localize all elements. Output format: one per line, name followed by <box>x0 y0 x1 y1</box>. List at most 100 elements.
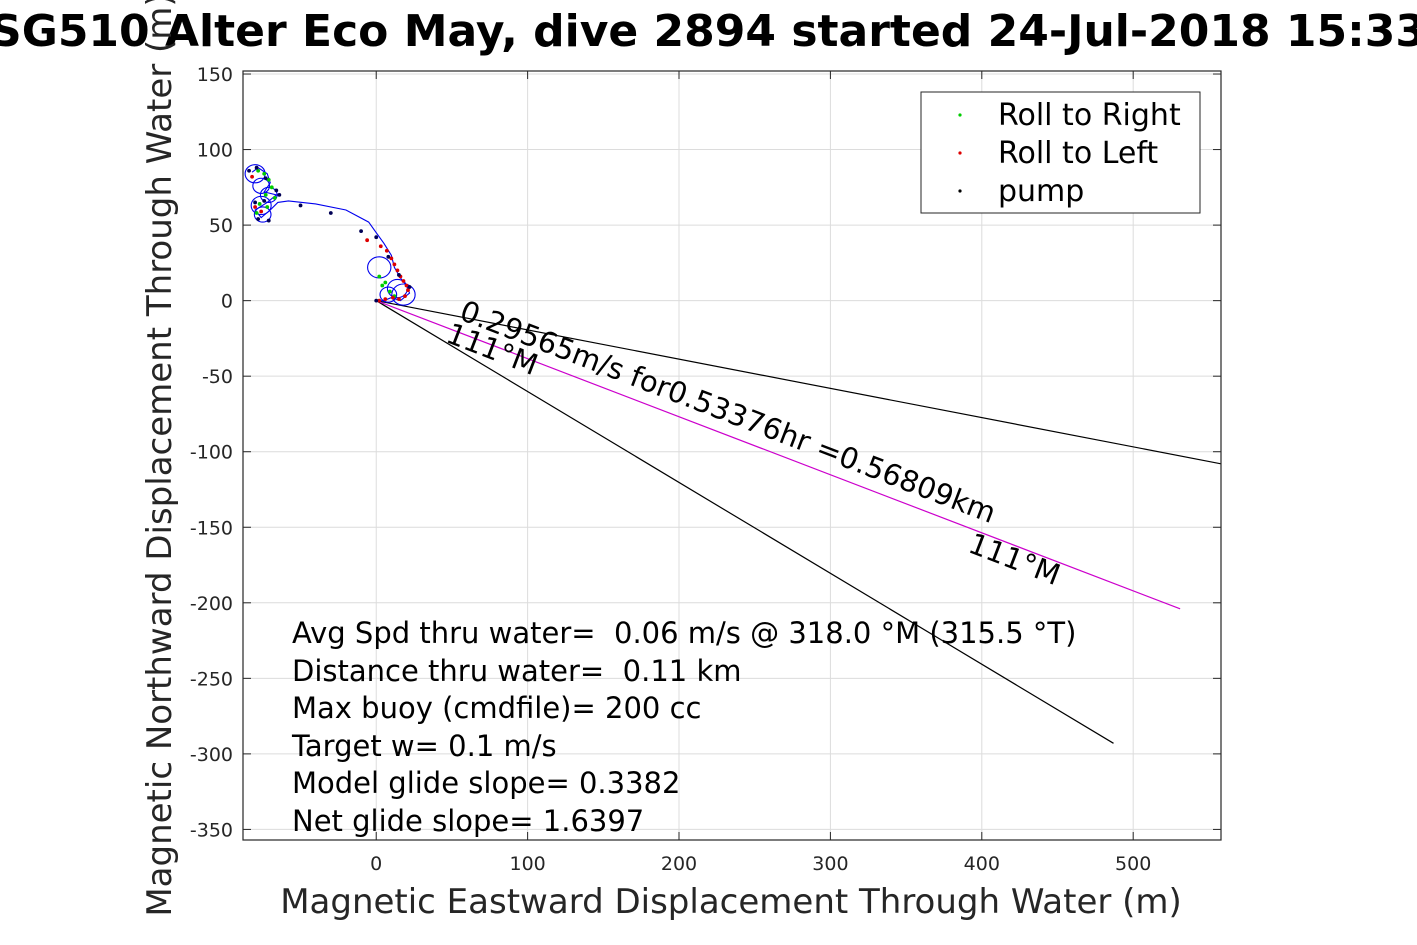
roll-right-point <box>266 177 271 182</box>
pump-point <box>256 217 261 221</box>
x-tick-label: 400 <box>964 853 1000 875</box>
tick-layer: 0 100 200 300 400 500150100500-50-100-150-200… <box>190 64 1221 875</box>
axes-box <box>242 70 1222 841</box>
stat-net-glide-slope: Net glide slope= 1.6397 <box>292 804 644 838</box>
line-annotation-2: 111°M <box>964 526 1065 592</box>
roll-left-point <box>395 268 400 273</box>
stat-model-glide-slope: Model glide slope= 0.3382 <box>292 766 680 800</box>
track-loop-7 <box>391 283 416 306</box>
pump-point <box>247 168 251 173</box>
heading-line-2 <box>376 300 1181 610</box>
plot-area <box>244 164 1221 744</box>
pump-point <box>374 298 379 303</box>
y-tick-label: 100 <box>197 140 233 162</box>
roll-left-point <box>377 298 382 303</box>
track-loop-4 <box>253 206 272 223</box>
pump-point <box>298 203 303 208</box>
roll-left-point <box>253 205 258 209</box>
roll-left-point <box>404 283 409 288</box>
roll-right-point <box>269 185 274 190</box>
y-tick-label: -300 <box>190 744 233 766</box>
roll-right-point <box>263 192 268 197</box>
legend-box <box>920 91 1201 214</box>
x-tick-label: 500 <box>1115 853 1151 875</box>
pump-point <box>386 254 391 259</box>
x-tick-label: 0 <box>370 853 382 875</box>
heading-line-0 <box>376 300 1221 465</box>
line-annotation-0: 0.29565m/s for0.53376hr =0.56809km <box>455 294 1000 530</box>
roll-right-point <box>377 274 382 279</box>
track-loop-3 <box>250 195 272 216</box>
roll-left-point <box>383 297 388 302</box>
pump-point <box>262 199 267 203</box>
y-tick-label: 150 <box>197 64 233 86</box>
roll-left-point <box>392 262 397 267</box>
pump-point <box>253 200 258 205</box>
annotation-layer: 0.29565m/s for0.53376hr =0.56809km111°M1… <box>442 294 1065 592</box>
pump-point <box>397 273 401 277</box>
roll-left-point <box>389 256 394 261</box>
roll-left-point <box>378 244 383 249</box>
roll-left-point <box>384 248 389 253</box>
y-axis-label: Magnetic Northward Displacement Through … <box>140 0 180 917</box>
legend: Roll to Right Roll to Left pump <box>920 91 1201 214</box>
roll-right-point <box>257 202 262 206</box>
roll-right-point <box>380 283 385 288</box>
pump-point <box>277 192 282 197</box>
legend-marker-roll-left <box>958 151 962 155</box>
x-tick-label: 300 <box>812 853 848 875</box>
pump-point <box>328 211 333 215</box>
y-tick-label: 0 <box>221 291 233 313</box>
roll-right-point <box>265 205 270 209</box>
pump-point <box>374 235 379 240</box>
roll-right-point <box>256 168 261 173</box>
pump-point <box>263 176 268 181</box>
legend-marker-pump <box>958 189 962 193</box>
legend-label-roll-right: Roll to Right <box>998 98 1181 133</box>
glider-track <box>251 167 411 302</box>
y-tick-label: 50 <box>209 215 233 237</box>
pump-point <box>407 285 412 289</box>
roll-right-point <box>383 280 388 285</box>
x-axis-label: Magnetic Eastward Displacement Through W… <box>280 882 1182 922</box>
stat-max-buoy: Max buoy (cmdfile)= 200 cc <box>292 691 701 725</box>
y-tick-label: -100 <box>190 442 233 464</box>
legend-marker-roll-right <box>958 113 962 117</box>
y-tick-label: -200 <box>190 593 233 615</box>
roll-left-point <box>390 295 395 300</box>
roll-right-point <box>272 196 277 200</box>
legend-label-pump: pump <box>998 174 1084 209</box>
roll-right-point <box>262 171 267 176</box>
x-tick-label: 100 <box>509 853 545 875</box>
stat-distance: Distance thru water= 0.11 km <box>292 654 742 688</box>
roll-right-point <box>387 289 392 294</box>
pump-point <box>359 229 363 234</box>
roll-left-point <box>406 288 410 292</box>
y-tick-label: -350 <box>190 819 233 841</box>
heading-line-1 <box>375 300 1114 744</box>
roll-left-point <box>365 238 370 243</box>
stat-avg-speed: Avg Spd thru water= 0.06 m/s @ 318.0 °M … <box>292 616 1076 650</box>
x-tick-label: 200 <box>661 853 697 875</box>
roll-left-point <box>250 174 254 179</box>
y-tick-label: -250 <box>190 668 233 690</box>
y-tick-label: -50 <box>202 366 233 388</box>
chart-title: SG510 Alter Eco May, dive 2894 started 2… <box>0 6 1417 57</box>
pump-point <box>266 218 271 223</box>
stats-block: Avg Spd thru water= 0.06 m/s @ 318.0 °M … <box>291 616 1076 838</box>
roll-left-point <box>259 209 264 214</box>
roll-right-point <box>254 211 259 215</box>
track-loop-2 <box>259 186 278 204</box>
roll-left-point <box>397 297 401 302</box>
plot-data-group <box>244 164 1221 744</box>
pump-point <box>274 188 279 193</box>
track-loop-1 <box>252 177 271 194</box>
pump-point <box>254 165 259 170</box>
legend-label-roll-left: Roll to Left <box>998 136 1158 171</box>
track-loop-8 <box>379 286 398 303</box>
roll-left-point <box>401 279 406 283</box>
roll-left-point <box>403 294 407 299</box>
stat-target-w: Target w= 0.1 m/s <box>291 729 557 763</box>
y-tick-label: -150 <box>190 517 233 539</box>
